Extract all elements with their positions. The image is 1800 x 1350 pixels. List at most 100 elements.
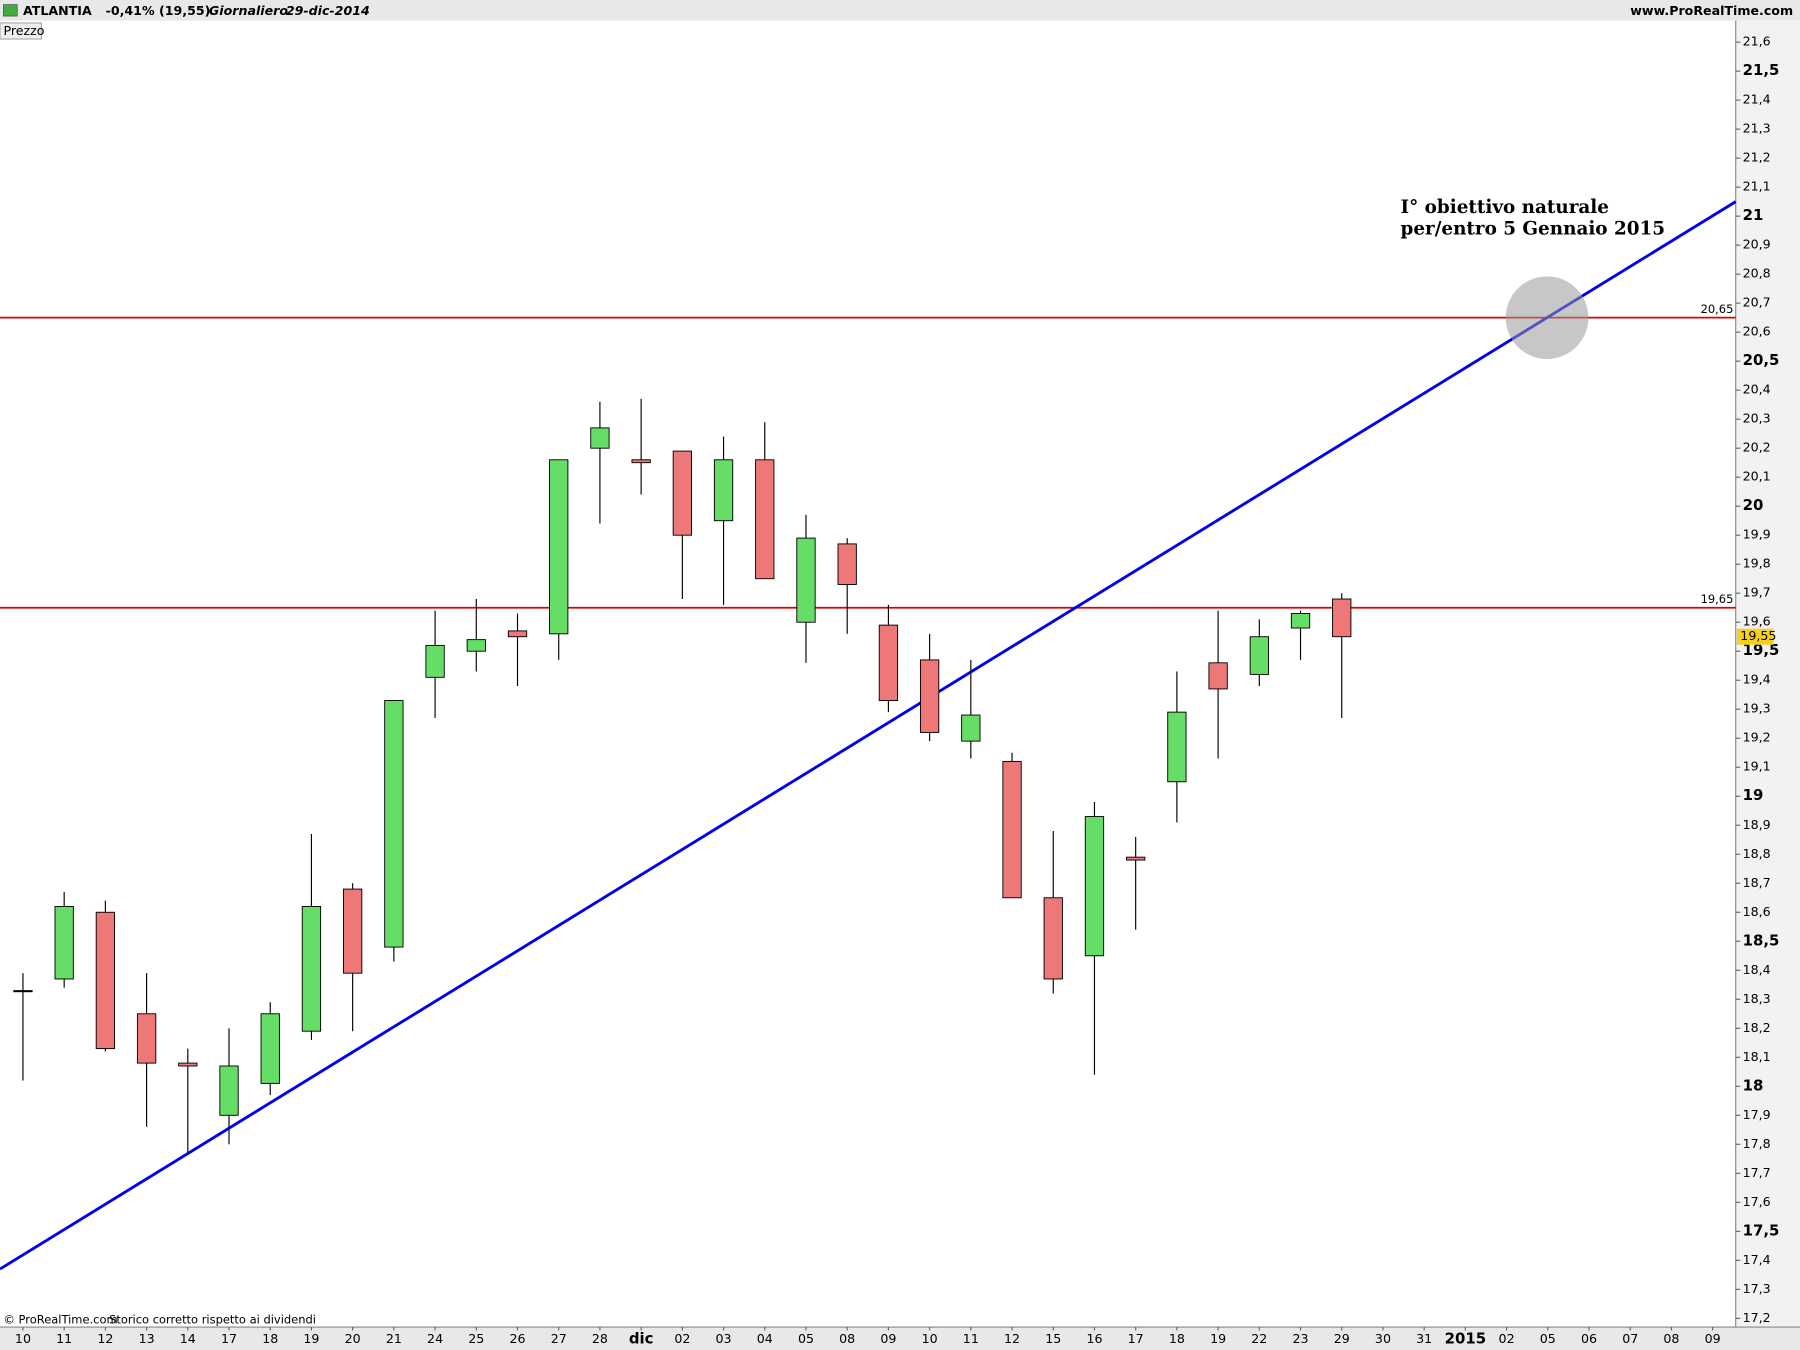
x-tick-label: 31	[1416, 1331, 1432, 1346]
y-tick-label: 18,1	[1743, 1049, 1771, 1064]
candle-body	[796, 537, 816, 623]
y-tick-label: 21,1	[1743, 179, 1771, 194]
x-tick-label: 04	[757, 1331, 773, 1346]
x-tick-label: 15	[1045, 1331, 1061, 1346]
horizontal-line-label: 20,65	[1701, 302, 1734, 316]
y-tick-label: 21,2	[1743, 150, 1771, 165]
x-tick-label: 19	[303, 1331, 319, 1346]
x-tick-label: 20	[345, 1331, 361, 1346]
y-tick-label: 19	[1743, 786, 1764, 804]
candle-body	[1167, 711, 1187, 783]
candle-body	[1208, 662, 1228, 690]
x-tick-label: dic	[629, 1330, 654, 1348]
candle-body	[425, 644, 445, 678]
footnote: Storico corretto rispetto ai dividendi	[109, 1313, 316, 1327]
y-tick-label: 18,5	[1743, 931, 1780, 949]
header-bar	[0, 0, 1800, 21]
y-tick-label: 18,4	[1743, 962, 1771, 977]
y-tick-label: 21	[1743, 206, 1764, 224]
x-tick-label: 21	[386, 1331, 402, 1346]
y-tick-label: 20,3	[1743, 411, 1771, 426]
y-tick-label: 18,2	[1743, 1020, 1771, 1035]
candle-body	[54, 906, 74, 980]
y-tick-label: 17,3	[1743, 1281, 1771, 1296]
logo-icon	[3, 4, 18, 17]
x-tick-label: 10	[922, 1331, 938, 1346]
x-tick-label: 2015	[1445, 1330, 1487, 1348]
candle-body	[301, 906, 322, 1032]
y-tick-label: 17,9	[1743, 1107, 1771, 1122]
header-text: 29-dic-2014	[286, 3, 370, 18]
candle-body	[343, 888, 363, 974]
x-tick-label: 29	[1334, 1331, 1350, 1346]
x-tick-label: 11	[56, 1331, 72, 1346]
x-tick-label: 09	[880, 1331, 896, 1346]
y-tick-label: 20,4	[1743, 382, 1771, 397]
x-tick-label: 12	[1004, 1331, 1020, 1346]
x-tick-label: 05	[1540, 1331, 1556, 1346]
y-tick-label: 19,4	[1743, 672, 1771, 687]
x-tick-label: 02	[674, 1331, 690, 1346]
y-tick-label: 20,9	[1743, 237, 1771, 252]
source: www.ProRealTime.com	[1630, 3, 1793, 18]
panel-label: Prezzo	[3, 23, 44, 38]
x-tick-label: 14	[180, 1331, 196, 1346]
x-axis-bar	[0, 1327, 1800, 1350]
header-text: -0,41% (19,55)	[106, 3, 211, 18]
candle-body	[590, 427, 610, 449]
y-tick-label: 18,9	[1743, 817, 1771, 832]
candle-body	[1332, 598, 1352, 638]
x-tick-label: 12	[97, 1331, 113, 1346]
candle-body	[1084, 816, 1105, 957]
x-tick-label: 10	[15, 1331, 31, 1346]
header-text: Giornaliero	[209, 3, 288, 18]
x-tick-label: 22	[1251, 1331, 1267, 1346]
y-tick-label: 18,6	[1743, 904, 1771, 919]
x-tick-label: 09	[1705, 1331, 1721, 1346]
x-tick-label: 05	[798, 1331, 814, 1346]
annotation: I° obiettivo naturale	[1401, 197, 1609, 218]
candle-body	[507, 630, 528, 638]
candle-body	[631, 459, 651, 464]
y-tick-label: 19,7	[1743, 585, 1771, 600]
x-tick-label: 30	[1375, 1331, 1391, 1346]
y-tick-label: 19,1	[1743, 759, 1771, 774]
panel-label-box	[0, 22, 42, 40]
footnote: © ProRealTime.com	[3, 1313, 117, 1327]
candle-body	[219, 1065, 239, 1116]
y-tick-label: 20,2	[1743, 440, 1771, 455]
x-tick-label: 26	[509, 1331, 525, 1346]
candle-body	[549, 459, 569, 635]
y-tick-label: 21,5	[1743, 61, 1780, 79]
y-tick-label: 20,7	[1743, 295, 1771, 310]
candle-body	[384, 700, 404, 948]
candle-body	[260, 1013, 280, 1084]
candle-body	[755, 459, 775, 580]
last-price-tag	[1736, 628, 1774, 645]
y-tick-label: 19,8	[1743, 556, 1771, 571]
x-tick-label: 08	[1663, 1331, 1679, 1346]
candle-body	[961, 714, 981, 742]
candle-body	[837, 543, 857, 585]
x-tick-label: 02	[1499, 1331, 1515, 1346]
x-tick-label: 25	[468, 1331, 484, 1346]
candle-body	[95, 911, 116, 1050]
y-tick-label: 19,6	[1743, 614, 1771, 629]
y-tick-label: 17,4	[1743, 1252, 1771, 1267]
y-tick-label: 17,2	[1743, 1310, 1771, 1325]
candle-body	[672, 450, 692, 536]
candle-body	[136, 1013, 157, 1064]
x-tick-label: 03	[716, 1331, 732, 1346]
y-tick-label: 21,6	[1743, 34, 1771, 49]
y-tick-label: 21,4	[1743, 92, 1771, 107]
x-tick-label: 17	[1128, 1331, 1144, 1346]
trend-line	[0, 200, 1737, 1271]
x-tick-label: 16	[1086, 1331, 1102, 1346]
x-tick-label: 08	[839, 1331, 855, 1346]
x-tick-label: 17	[221, 1331, 237, 1346]
candle-body	[178, 1062, 198, 1067]
y-tick-label: 20,5	[1743, 351, 1780, 369]
y-tick-label: 20,1	[1743, 469, 1771, 484]
